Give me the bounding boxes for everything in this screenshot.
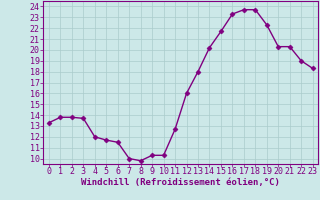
X-axis label: Windchill (Refroidissement éolien,°C): Windchill (Refroidissement éolien,°C) <box>81 178 280 187</box>
